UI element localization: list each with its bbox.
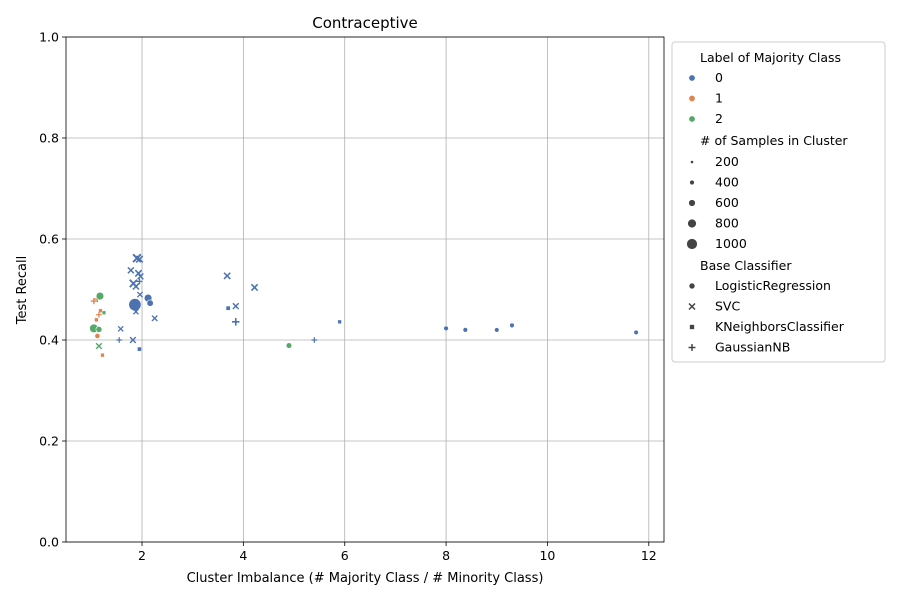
x-tick-label: 10 — [539, 548, 555, 563]
data-point — [136, 278, 143, 285]
x-axis-ticks: 2 4 6 8 10 12 — [138, 542, 657, 563]
data-point — [132, 282, 140, 291]
data-point — [117, 325, 124, 332]
data-point — [250, 283, 259, 292]
legend-hue-marker — [688, 74, 696, 82]
x-tick-label: 8 — [442, 548, 450, 563]
legend-style-marker — [688, 344, 696, 351]
y-tick-label: 0.8 — [39, 131, 59, 146]
legend-style-marker — [688, 282, 696, 290]
legend-style-title: Base Classifier — [700, 258, 792, 273]
legend-size-marker — [689, 179, 695, 186]
data-point — [462, 327, 469, 333]
x-axis-label: Cluster Imbalance (# Majority Class / # … — [187, 571, 544, 586]
data-point — [311, 337, 318, 343]
data-point — [225, 305, 231, 311]
legend-style-label: SVC — [715, 299, 740, 314]
data-point — [494, 327, 500, 333]
data-point — [95, 342, 103, 350]
data-point — [132, 308, 139, 315]
legend-hue-label: 2 — [715, 111, 723, 126]
grid-lines — [66, 36, 664, 543]
legend-size-label: 200 — [715, 154, 739, 169]
data-point — [137, 346, 142, 352]
data-point — [94, 317, 99, 322]
legend-hue-marker — [688, 115, 696, 123]
legend-size-marker — [690, 160, 694, 164]
chart-title: Contraceptive — [312, 14, 418, 32]
data-point — [146, 299, 154, 307]
x-tick-label: 4 — [239, 548, 247, 563]
y-tick-label: 0.4 — [39, 333, 59, 348]
data-point — [443, 325, 449, 332]
x-tick-label: 12 — [641, 548, 657, 563]
y-axis-label: Test Recall — [15, 256, 30, 326]
legend-style-marker — [688, 302, 696, 311]
legend-style-label: LogisticRegression — [715, 278, 831, 293]
data-point — [101, 310, 107, 315]
data-points — [89, 253, 639, 358]
legend-size-title: # of Samples in Cluster — [700, 133, 848, 148]
plot-area-frame — [65, 36, 665, 543]
legend-hue-label: 1 — [715, 91, 723, 106]
legend-box — [671, 41, 886, 363]
data-point — [232, 302, 240, 310]
data-point — [337, 319, 342, 324]
legend-hue-marker — [688, 95, 696, 103]
legend-size-marker — [688, 199, 696, 207]
legend-items: 0 1 2 200 400 600 800 1000 LogisticRegression SVC… — [686, 70, 845, 355]
data-point — [95, 326, 103, 333]
data-point — [116, 337, 123, 343]
data-point — [100, 353, 105, 358]
legend-size-marker — [686, 238, 698, 250]
data-point — [127, 266, 135, 274]
legend-style-marker — [689, 324, 695, 330]
data-point — [96, 311, 102, 318]
data-point — [633, 329, 639, 336]
data-point — [151, 315, 158, 322]
data-point — [223, 272, 231, 280]
legend-hue-title: Label of Majority Class — [700, 50, 841, 65]
legend: Label of Majority Class # of Samples in … — [671, 41, 886, 363]
y-tick-label: 0.0 — [39, 535, 59, 550]
data-point — [90, 298, 97, 305]
data-point — [232, 318, 240, 326]
data-point — [135, 255, 144, 264]
data-point — [136, 291, 144, 298]
legend-style-label: GaussianNB — [715, 340, 790, 355]
data-point — [94, 333, 101, 339]
legend-size-label: 1000 — [715, 236, 747, 251]
legend-style-label: KNeighborsClassifier — [715, 319, 845, 334]
data-point — [128, 298, 142, 312]
data-point — [285, 342, 293, 349]
data-point — [95, 291, 105, 301]
legend-size-label: 600 — [715, 195, 739, 210]
data-point — [129, 336, 137, 344]
data-point — [509, 322, 515, 329]
legend-hue-label: 0 — [715, 70, 723, 85]
x-tick-label: 6 — [341, 548, 349, 563]
x-tick-label: 2 — [138, 548, 146, 563]
legend-size-label: 800 — [715, 216, 739, 231]
y-axis-ticks: 0.0 0.2 0.4 0.6 0.8 1.0 — [39, 30, 66, 550]
legend-size-marker — [687, 218, 697, 229]
data-point — [132, 253, 142, 263]
y-tick-label: 0.2 — [39, 434, 59, 449]
y-tick-label: 0.6 — [39, 232, 59, 247]
y-tick-label: 1.0 — [39, 30, 59, 45]
legend-size-label: 400 — [715, 175, 739, 190]
data-point — [137, 272, 144, 280]
